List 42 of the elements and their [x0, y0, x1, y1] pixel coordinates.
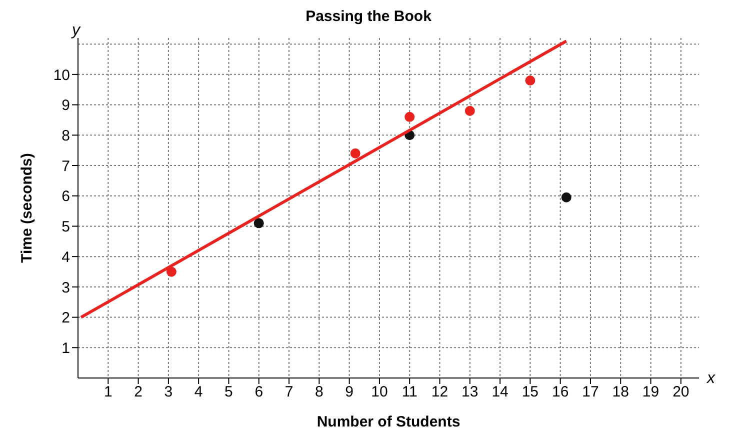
- annotation: y: [72, 22, 80, 40]
- point: [254, 218, 264, 228]
- x-tick-label: 7: [284, 384, 294, 401]
- y-tick-label: 4: [62, 248, 70, 266]
- x-tick-label: 9: [345, 384, 354, 401]
- x-tick-label: 6: [254, 384, 264, 401]
- x-tick-label: 5: [224, 384, 233, 401]
- y-tick-label: 8: [62, 127, 70, 144]
- point: [404, 112, 415, 122]
- y-tick-label: 1: [62, 340, 70, 357]
- point: [464, 106, 475, 116]
- x-tick-label: 11: [402, 384, 418, 401]
- x-tick-label: 15: [522, 384, 539, 401]
- y-tick-label: 9: [62, 97, 70, 114]
- x-tick-label: 13: [462, 384, 478, 401]
- x-tick-label: 16: [552, 384, 569, 401]
- y-tick-label: 3: [62, 279, 70, 296]
- x-tick-label: 4: [194, 384, 203, 401]
- point: [166, 266, 176, 277]
- x-tick-label: 8: [314, 384, 324, 401]
- x-tick-label: 3: [164, 384, 173, 401]
- x-tick-label: 14: [492, 384, 508, 401]
- y-tick-label: 10: [53, 66, 70, 84]
- x-tick-label: 18: [612, 384, 629, 401]
- y-tick-label: 2: [62, 310, 70, 327]
- x-tick-label: 12: [431, 384, 448, 401]
- y-tick-label: 5: [62, 218, 70, 236]
- x-tick-label: 2: [134, 384, 142, 401]
- point: [561, 192, 572, 202]
- x-tick-label: 1: [104, 384, 112, 401]
- text: x: [707, 370, 715, 388]
- chart-title: Passing the Book: [306, 8, 432, 25]
- y-tick-label: 7: [62, 158, 70, 175]
- y-tick-label: 6: [62, 188, 70, 206]
- point: [525, 76, 536, 86]
- x-axis-title: Number of Students: [316, 414, 460, 431]
- x-tick-label: 19: [642, 384, 660, 401]
- x-tick-label: 10: [371, 384, 388, 401]
- y-axis-title: Time (seconds): [18, 153, 36, 263]
- x-tick-label: 20: [672, 384, 690, 401]
- x-tick-label: 17: [582, 384, 599, 401]
- point: [350, 148, 360, 158]
